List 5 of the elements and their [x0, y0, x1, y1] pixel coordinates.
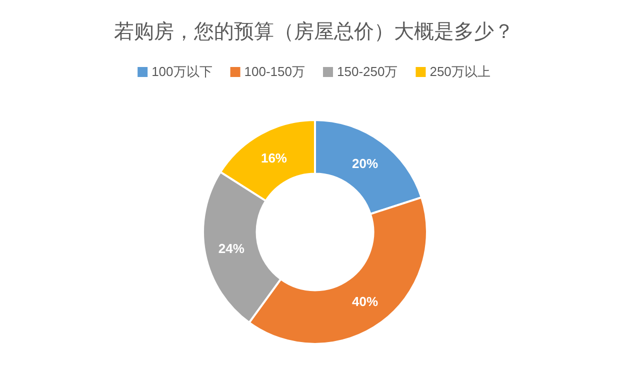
legend-label: 250万以上: [430, 64, 490, 79]
legend-label: 100万以下: [152, 64, 212, 79]
legend-label: 150-250万: [337, 64, 398, 79]
title: 若购房，您的预算（房屋总价）大概是多少？: [114, 21, 514, 43]
legend-label: 100-150万: [244, 64, 305, 79]
